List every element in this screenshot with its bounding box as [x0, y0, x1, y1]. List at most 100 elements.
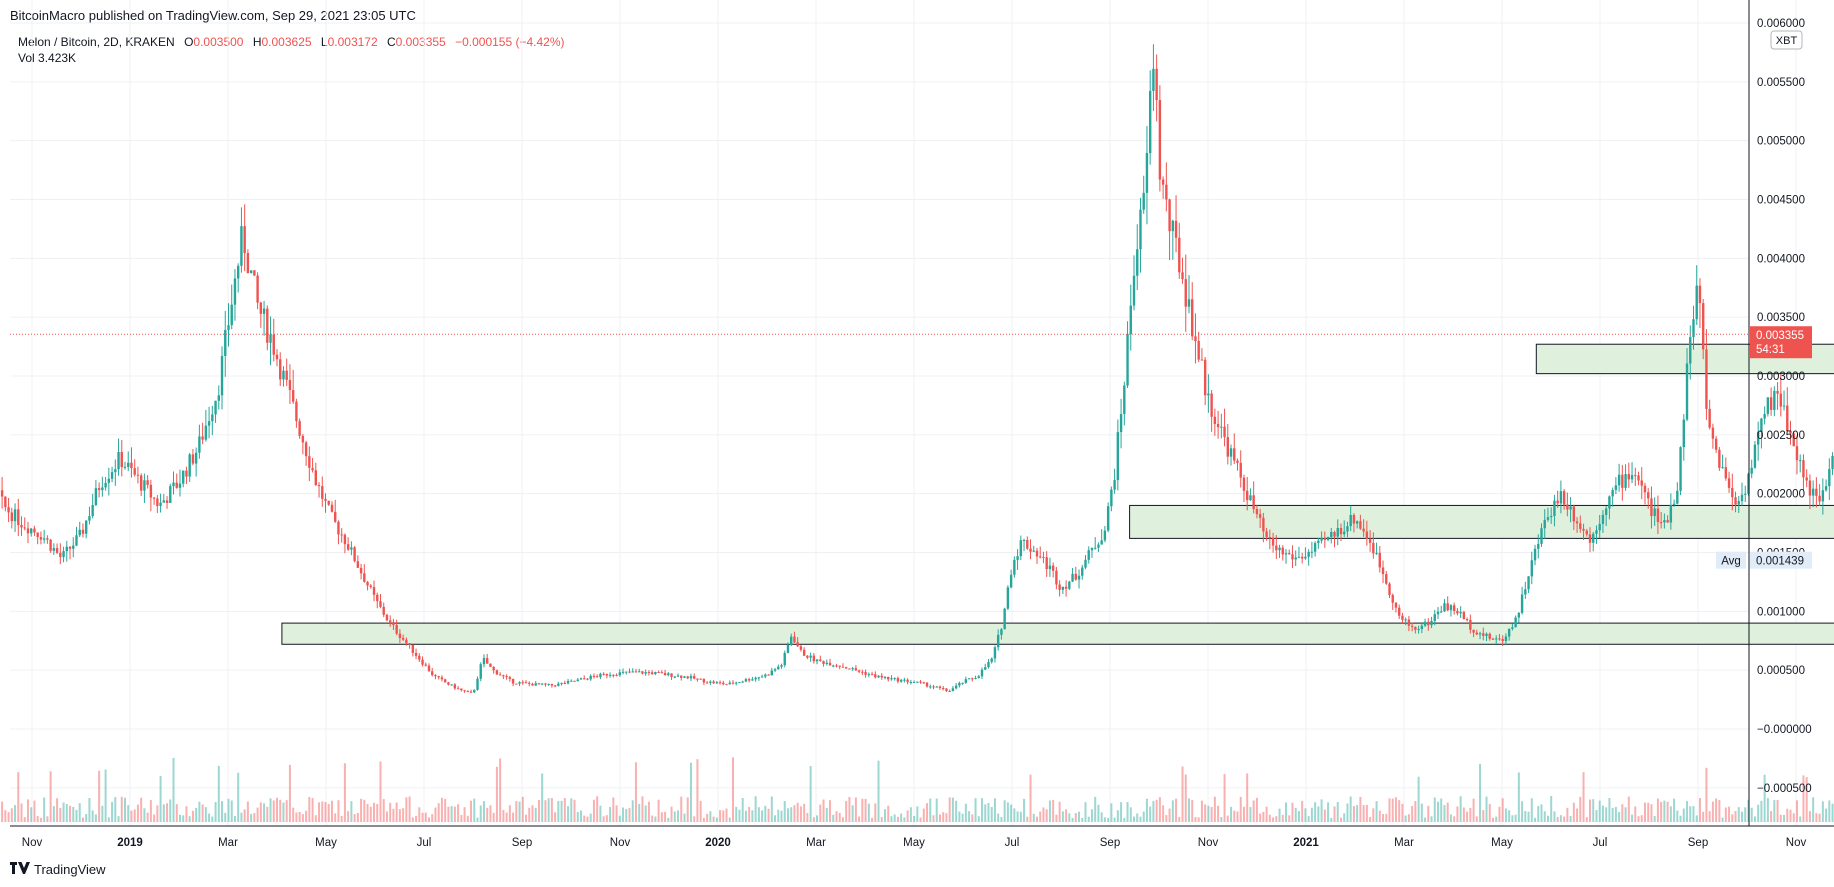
- candle-body: [424, 664, 427, 666]
- volume-bar: [279, 799, 282, 822]
- volume-bar: [1217, 805, 1220, 822]
- candle-body: [314, 470, 318, 486]
- volume-bar: [1786, 808, 1789, 822]
- volume-bar: [1129, 807, 1132, 822]
- volume-bar: [1550, 796, 1553, 822]
- volume-bar: [887, 805, 890, 822]
- volume-bar: [508, 805, 511, 822]
- volume-bar: [528, 807, 531, 822]
- volume-bar: [544, 800, 547, 822]
- candle-body: [728, 682, 731, 685]
- candle-body: [1355, 521, 1359, 524]
- candle-body: [1446, 603, 1449, 611]
- volume-bar: [402, 808, 405, 822]
- volume-bar: [680, 796, 683, 822]
- candle-body: [835, 665, 838, 667]
- volume-bar: [599, 805, 602, 822]
- candle-body: [1685, 363, 1689, 420]
- high-label: H: [252, 35, 262, 49]
- volume-bar: [1501, 798, 1504, 822]
- candle-body: [249, 270, 253, 274]
- volume-bar: [130, 810, 133, 822]
- volume-bar: [1116, 810, 1119, 822]
- volume-bar: [476, 817, 479, 822]
- candle-body: [411, 644, 415, 653]
- volume-bar: [1472, 798, 1475, 822]
- candle-body: [1300, 556, 1304, 559]
- candle-body: [1397, 607, 1401, 616]
- candle-body: [993, 647, 997, 659]
- volume-bar: [751, 810, 754, 822]
- volume-bar: [1728, 806, 1731, 822]
- candle-body: [715, 682, 719, 684]
- candle-body: [1210, 393, 1213, 417]
- volume-bar: [188, 816, 191, 822]
- volume-bar: [1042, 807, 1045, 822]
- volume-bar: [153, 814, 156, 822]
- candle-body: [644, 672, 647, 674]
- volume-bar: [1404, 815, 1407, 822]
- candle-body: [0, 490, 4, 497]
- volume-bar: [699, 800, 702, 822]
- volume-bar: [634, 762, 637, 822]
- volume-bar: [1365, 804, 1368, 822]
- candle-body: [353, 547, 356, 562]
- volume-bar: [479, 805, 482, 822]
- candle-body: [1527, 576, 1530, 590]
- candle-body: [1414, 626, 1417, 630]
- volume-bar: [1297, 811, 1300, 822]
- candle-body: [97, 488, 101, 491]
- open-value: 0.003500: [193, 35, 244, 49]
- volume-bar: [838, 812, 841, 822]
- candle-body: [1233, 448, 1236, 461]
- volume-bar: [938, 814, 941, 822]
- volume-bar: [1718, 800, 1721, 822]
- volume-bar: [263, 803, 266, 822]
- volume-bar: [689, 762, 692, 822]
- volume-bar: [683, 813, 686, 822]
- volume-bar: [560, 800, 563, 822]
- volume-bar: [783, 801, 786, 822]
- volume-bar: [1779, 814, 1782, 822]
- candle-body: [1621, 474, 1624, 488]
- volume-bar: [799, 806, 802, 822]
- volume-bar: [91, 810, 94, 822]
- volume-bar: [903, 817, 906, 822]
- candle-body: [654, 672, 657, 675]
- candle-body: [683, 676, 686, 678]
- candle-body: [929, 686, 932, 688]
- candle-body: [1795, 446, 1799, 461]
- candle-body: [1142, 192, 1145, 210]
- volume-bar: [75, 809, 78, 822]
- candle-body: [1637, 475, 1640, 481]
- support-zones: [281, 343, 1834, 645]
- x-tick-label: Nov: [1198, 837, 1219, 849]
- volume-bar: [330, 800, 333, 822]
- candle-body: [511, 678, 515, 684]
- time-axis[interactable]: Nov 2019 Mar May Jul Sep Nov 2020 Mar May Jul Sep No…: [22, 837, 1834, 849]
- candle-body: [149, 484, 153, 498]
- candle-body: [741, 681, 744, 683]
- volume-bar: [1598, 800, 1601, 822]
- volume-bar: [1074, 813, 1077, 822]
- candle-body: [1223, 426, 1226, 438]
- volume-bar: [754, 796, 757, 822]
- candle-body: [508, 677, 512, 679]
- footer-brand[interactable]: TradingView: [10, 862, 106, 877]
- candle-body: [1507, 628, 1511, 637]
- candle-body: [1524, 589, 1527, 595]
- volume-bar: [1753, 816, 1756, 822]
- candle-body: [68, 546, 72, 549]
- candle-body: [1669, 504, 1673, 523]
- volume-bar: [321, 801, 324, 822]
- volume-bar: [117, 816, 120, 822]
- volume-bar: [570, 798, 573, 822]
- candle-body: [1789, 431, 1792, 434]
- support-zone-rect[interactable]: [1129, 504, 1834, 539]
- symbol-label[interactable]: Melon / Bitcoin, 2D, KRAKEN: [18, 35, 175, 49]
- candle-body: [1488, 633, 1491, 639]
- volume-bar: [1825, 808, 1828, 822]
- support-zone-rect[interactable]: [281, 622, 1834, 645]
- volume-bar: [647, 801, 650, 822]
